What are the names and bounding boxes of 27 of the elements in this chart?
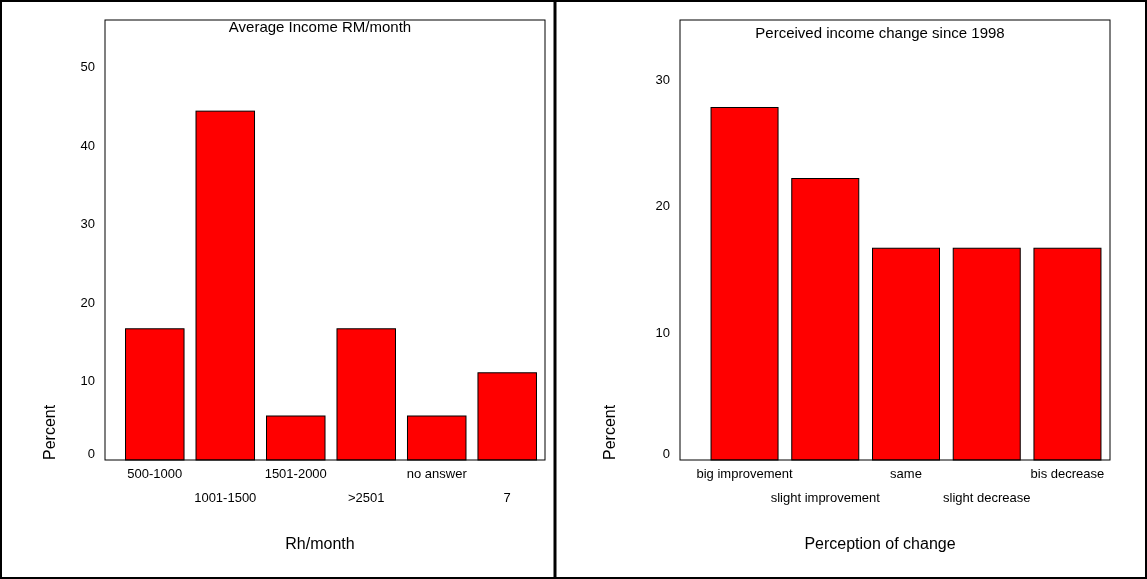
y-tick-label: 30 (655, 71, 670, 87)
y-tick-label: 10 (655, 325, 670, 341)
y-tick-label: 40 (80, 137, 95, 153)
x-tick-label: big improvement (696, 466, 793, 481)
chart-title: Average Income RM/month (228, 18, 412, 35)
y-tick-label: 50 (80, 59, 95, 75)
x-tick-label: 1001-1500 (194, 490, 257, 505)
x-axis-title: Rh/month (285, 535, 355, 552)
y-tick-label: 30 (80, 216, 95, 232)
chart-title: Perceived income change since 1998 (755, 24, 1005, 41)
x-tick-label: 1501-2000 (264, 466, 327, 481)
x-tick-label: 7 (503, 490, 511, 505)
x-tick-label: >2501 (347, 490, 385, 505)
y-tick-label: 20 (655, 198, 670, 214)
x-tick-label: bis decrease (1030, 466, 1105, 481)
y-axis-title: Percent (41, 404, 58, 460)
y-tick-label: 10 (80, 373, 95, 389)
y-tick-label: 0 (87, 446, 95, 461)
x-tick-label: same (890, 466, 922, 481)
x-tick-label: slight improvement (770, 490, 881, 505)
y-axis-title: Percent (601, 404, 618, 460)
x-axis-title: Perception of change (804, 535, 956, 552)
x-tick-label: 500-1000 (127, 466, 183, 481)
x-tick-label: slight decrease (943, 490, 1031, 505)
x-tick-label: no answer (406, 466, 468, 481)
y-tick-label: 0 (662, 446, 670, 461)
y-tick-label: 20 (80, 294, 95, 310)
